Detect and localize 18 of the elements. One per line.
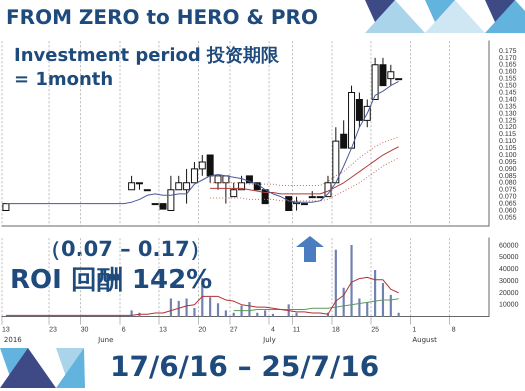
bar [256,312,258,317]
text: 17/6/16 – 25/7/16 [110,350,380,383]
bar [398,312,400,317]
bar [193,308,196,317]
bar [390,294,392,317]
bar [342,288,345,317]
annotation: = 1month [14,69,114,90]
bar [209,297,212,317]
bar [382,283,384,317]
bar [295,312,298,317]
bar [178,300,180,317]
bar [366,302,368,317]
annotation: ROI 回酬 142% [10,264,212,297]
annotation: （0.07 – 0.17） [40,236,211,263]
bar [232,312,235,317]
annotation: Investment period 投资期限 [14,44,280,67]
bar [216,303,220,317]
chart-title: FROM ZERO to HERO & PRO [6,5,318,29]
